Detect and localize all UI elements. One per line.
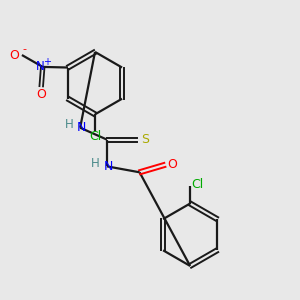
Text: -: - [23,44,27,54]
Text: +: + [43,57,51,67]
Text: O: O [10,49,20,62]
Text: Cl: Cl [191,178,204,191]
Text: H: H [64,118,73,131]
Text: N: N [104,160,113,173]
Text: O: O [167,158,177,171]
Text: S: S [141,133,149,146]
Text: O: O [36,88,46,101]
Text: H: H [91,157,100,170]
Text: N: N [77,121,86,134]
Text: Cl: Cl [89,130,101,143]
Text: N: N [35,60,44,74]
